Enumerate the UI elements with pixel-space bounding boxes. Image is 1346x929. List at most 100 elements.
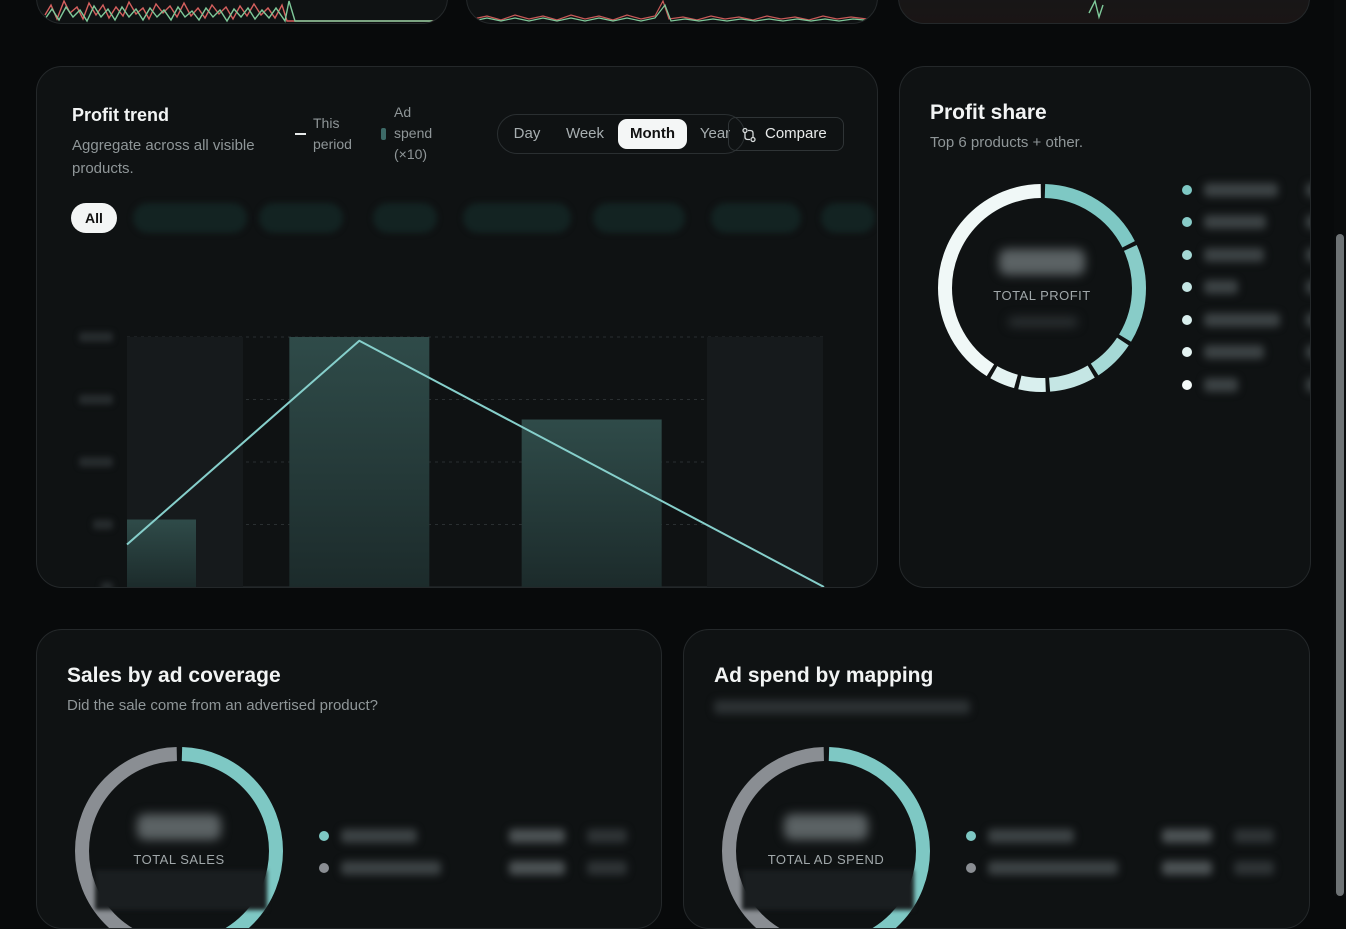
ad-spend-by-mapping-card: Ad spend by mapping TOTAL AD SPEND bbox=[683, 629, 1310, 929]
range-segmented-control: Day Week Month Year bbox=[497, 114, 745, 154]
legend-value-redacted bbox=[1306, 313, 1310, 327]
legend-name-redacted bbox=[1204, 215, 1266, 229]
filter-chip-all[interactable]: All bbox=[71, 203, 117, 233]
legend-value-redacted bbox=[1306, 183, 1310, 197]
page-scrollbar-thumb[interactable] bbox=[1336, 234, 1344, 896]
filter-chip[interactable] bbox=[463, 203, 571, 233]
legend-value-redacted bbox=[1162, 861, 1212, 875]
legend-bar-swatch bbox=[381, 128, 386, 140]
legend-name-redacted bbox=[341, 829, 417, 843]
legend-name-redacted bbox=[988, 829, 1074, 843]
legend-pct-redacted bbox=[587, 829, 627, 843]
profit-share-title: Profit share bbox=[930, 101, 1047, 124]
sparkline-red bbox=[44, 0, 447, 22]
ad-spend-bar bbox=[127, 519, 196, 587]
profit-share-card: Profit share Top 6 products + other. TOT… bbox=[899, 66, 1311, 588]
legend-value-redacted bbox=[1306, 378, 1310, 392]
profit-trend-title: Profit trend bbox=[72, 105, 169, 125]
sparkline-red-2 bbox=[472, 0, 876, 21]
sales-coverage-title: Sales by ad coverage bbox=[67, 664, 281, 687]
range-day-button[interactable]: Day bbox=[513, 125, 541, 142]
filter-chip[interactable] bbox=[593, 203, 685, 233]
ad-spend-mapping-subtitle-redacted bbox=[714, 700, 970, 714]
legend-dot bbox=[319, 831, 329, 841]
legend-value-redacted bbox=[1306, 345, 1310, 359]
ad-spend-tooltip-overlay bbox=[742, 870, 914, 910]
filter-chip[interactable] bbox=[711, 203, 801, 233]
filter-chip[interactable] bbox=[133, 203, 247, 233]
donut-segment bbox=[75, 747, 283, 928]
legend-value-redacted bbox=[509, 829, 565, 843]
donut-segment bbox=[722, 747, 930, 928]
y-tick-label-redacted bbox=[93, 519, 113, 530]
compare-label: Compare bbox=[765, 125, 827, 142]
legend-value-redacted bbox=[1306, 215, 1310, 229]
y-tick-label-redacted bbox=[79, 332, 113, 342]
legend-pct-redacted bbox=[1234, 829, 1274, 843]
legend-name-redacted bbox=[1204, 248, 1264, 262]
sales-total-label: TOTAL SALES bbox=[133, 852, 225, 867]
period-column-bg bbox=[707, 337, 823, 587]
ad-spend-total-value bbox=[784, 814, 868, 840]
profit-trend-subtitle: Aggregate across all visible products. bbox=[72, 137, 255, 177]
legend-name-redacted bbox=[1204, 313, 1280, 327]
sparkline-green-2 bbox=[472, 3, 876, 22]
profit-total-delta bbox=[1008, 317, 1078, 327]
filter-chip[interactable] bbox=[373, 203, 437, 233]
top-sparkline-card-2 bbox=[466, 0, 878, 24]
ad-spend-bar bbox=[289, 337, 430, 587]
profit-trend-card: Profit trend Aggregate across all visibl… bbox=[36, 66, 878, 588]
donut-segment bbox=[938, 184, 1146, 392]
legend-name-redacted bbox=[1204, 183, 1278, 197]
ad-spend-mapping-title: Ad spend by mapping bbox=[714, 664, 934, 687]
legend-name-redacted bbox=[1204, 378, 1238, 392]
sparkline-green bbox=[44, 0, 447, 23]
profit-share-subtitle: Top 6 products + other. bbox=[930, 134, 1084, 151]
legend-dot bbox=[1182, 347, 1192, 357]
legend-dot bbox=[1182, 380, 1192, 390]
sales-coverage-subtitle: Did the sale come from an advertised pro… bbox=[67, 697, 378, 714]
legend-dot bbox=[1182, 315, 1192, 325]
legend-line-swatch bbox=[295, 133, 306, 135]
range-month-button[interactable]: Month bbox=[618, 119, 687, 149]
legend-dot bbox=[966, 831, 976, 841]
y-tick-label-redacted bbox=[79, 394, 113, 405]
y-tick-label-redacted bbox=[79, 457, 113, 467]
sales-total-value bbox=[137, 814, 221, 840]
legend-name-redacted bbox=[1204, 345, 1264, 359]
legend-ad-spend-label: Ad spend (×10) bbox=[394, 104, 433, 162]
legend-name-redacted bbox=[1204, 280, 1238, 294]
legend-dot bbox=[1182, 282, 1192, 292]
legend-pct-redacted bbox=[587, 861, 627, 875]
legend-dot bbox=[1182, 185, 1192, 195]
sales-coverage-donut bbox=[75, 747, 283, 928]
legend-dot bbox=[319, 863, 329, 873]
profit-trend-chart: Jun Jul Aug Sep bbox=[79, 332, 825, 587]
legend-name-redacted bbox=[988, 861, 1118, 875]
donut-segment bbox=[75, 747, 283, 928]
filter-chip[interactable] bbox=[821, 203, 875, 233]
profit-total-label: TOTAL PROFIT bbox=[993, 288, 1091, 303]
filter-chip[interactable] bbox=[259, 203, 343, 233]
ad-spend-total-label: TOTAL AD SPEND bbox=[767, 852, 885, 867]
compare-button[interactable]: Compare bbox=[728, 117, 844, 151]
top-sparkline-card-1 bbox=[36, 0, 448, 24]
donut-segment bbox=[722, 747, 930, 928]
legend-value-redacted bbox=[1306, 248, 1310, 262]
donut-segment bbox=[938, 184, 1146, 392]
sales-by-ad-coverage-card: Sales by ad coverage Did the sale come f… bbox=[36, 629, 662, 929]
profit-total-value bbox=[999, 249, 1085, 275]
legend-dot bbox=[1182, 250, 1192, 260]
range-year-button[interactable]: Year bbox=[699, 125, 731, 142]
legend-value-redacted bbox=[509, 861, 565, 875]
this-period-line bbox=[126, 339, 825, 587]
ad-spend-donut bbox=[722, 747, 930, 928]
legend-name-redacted bbox=[341, 861, 441, 875]
range-week-button[interactable]: Week bbox=[565, 125, 605, 142]
legend-value-redacted bbox=[1306, 280, 1310, 294]
sales-tooltip-overlay bbox=[95, 870, 267, 910]
profit-share-donut bbox=[938, 184, 1146, 392]
legend-value-redacted bbox=[1162, 829, 1212, 843]
legend-pct-redacted bbox=[1234, 861, 1274, 875]
y-tick-label-redacted bbox=[101, 582, 113, 587]
